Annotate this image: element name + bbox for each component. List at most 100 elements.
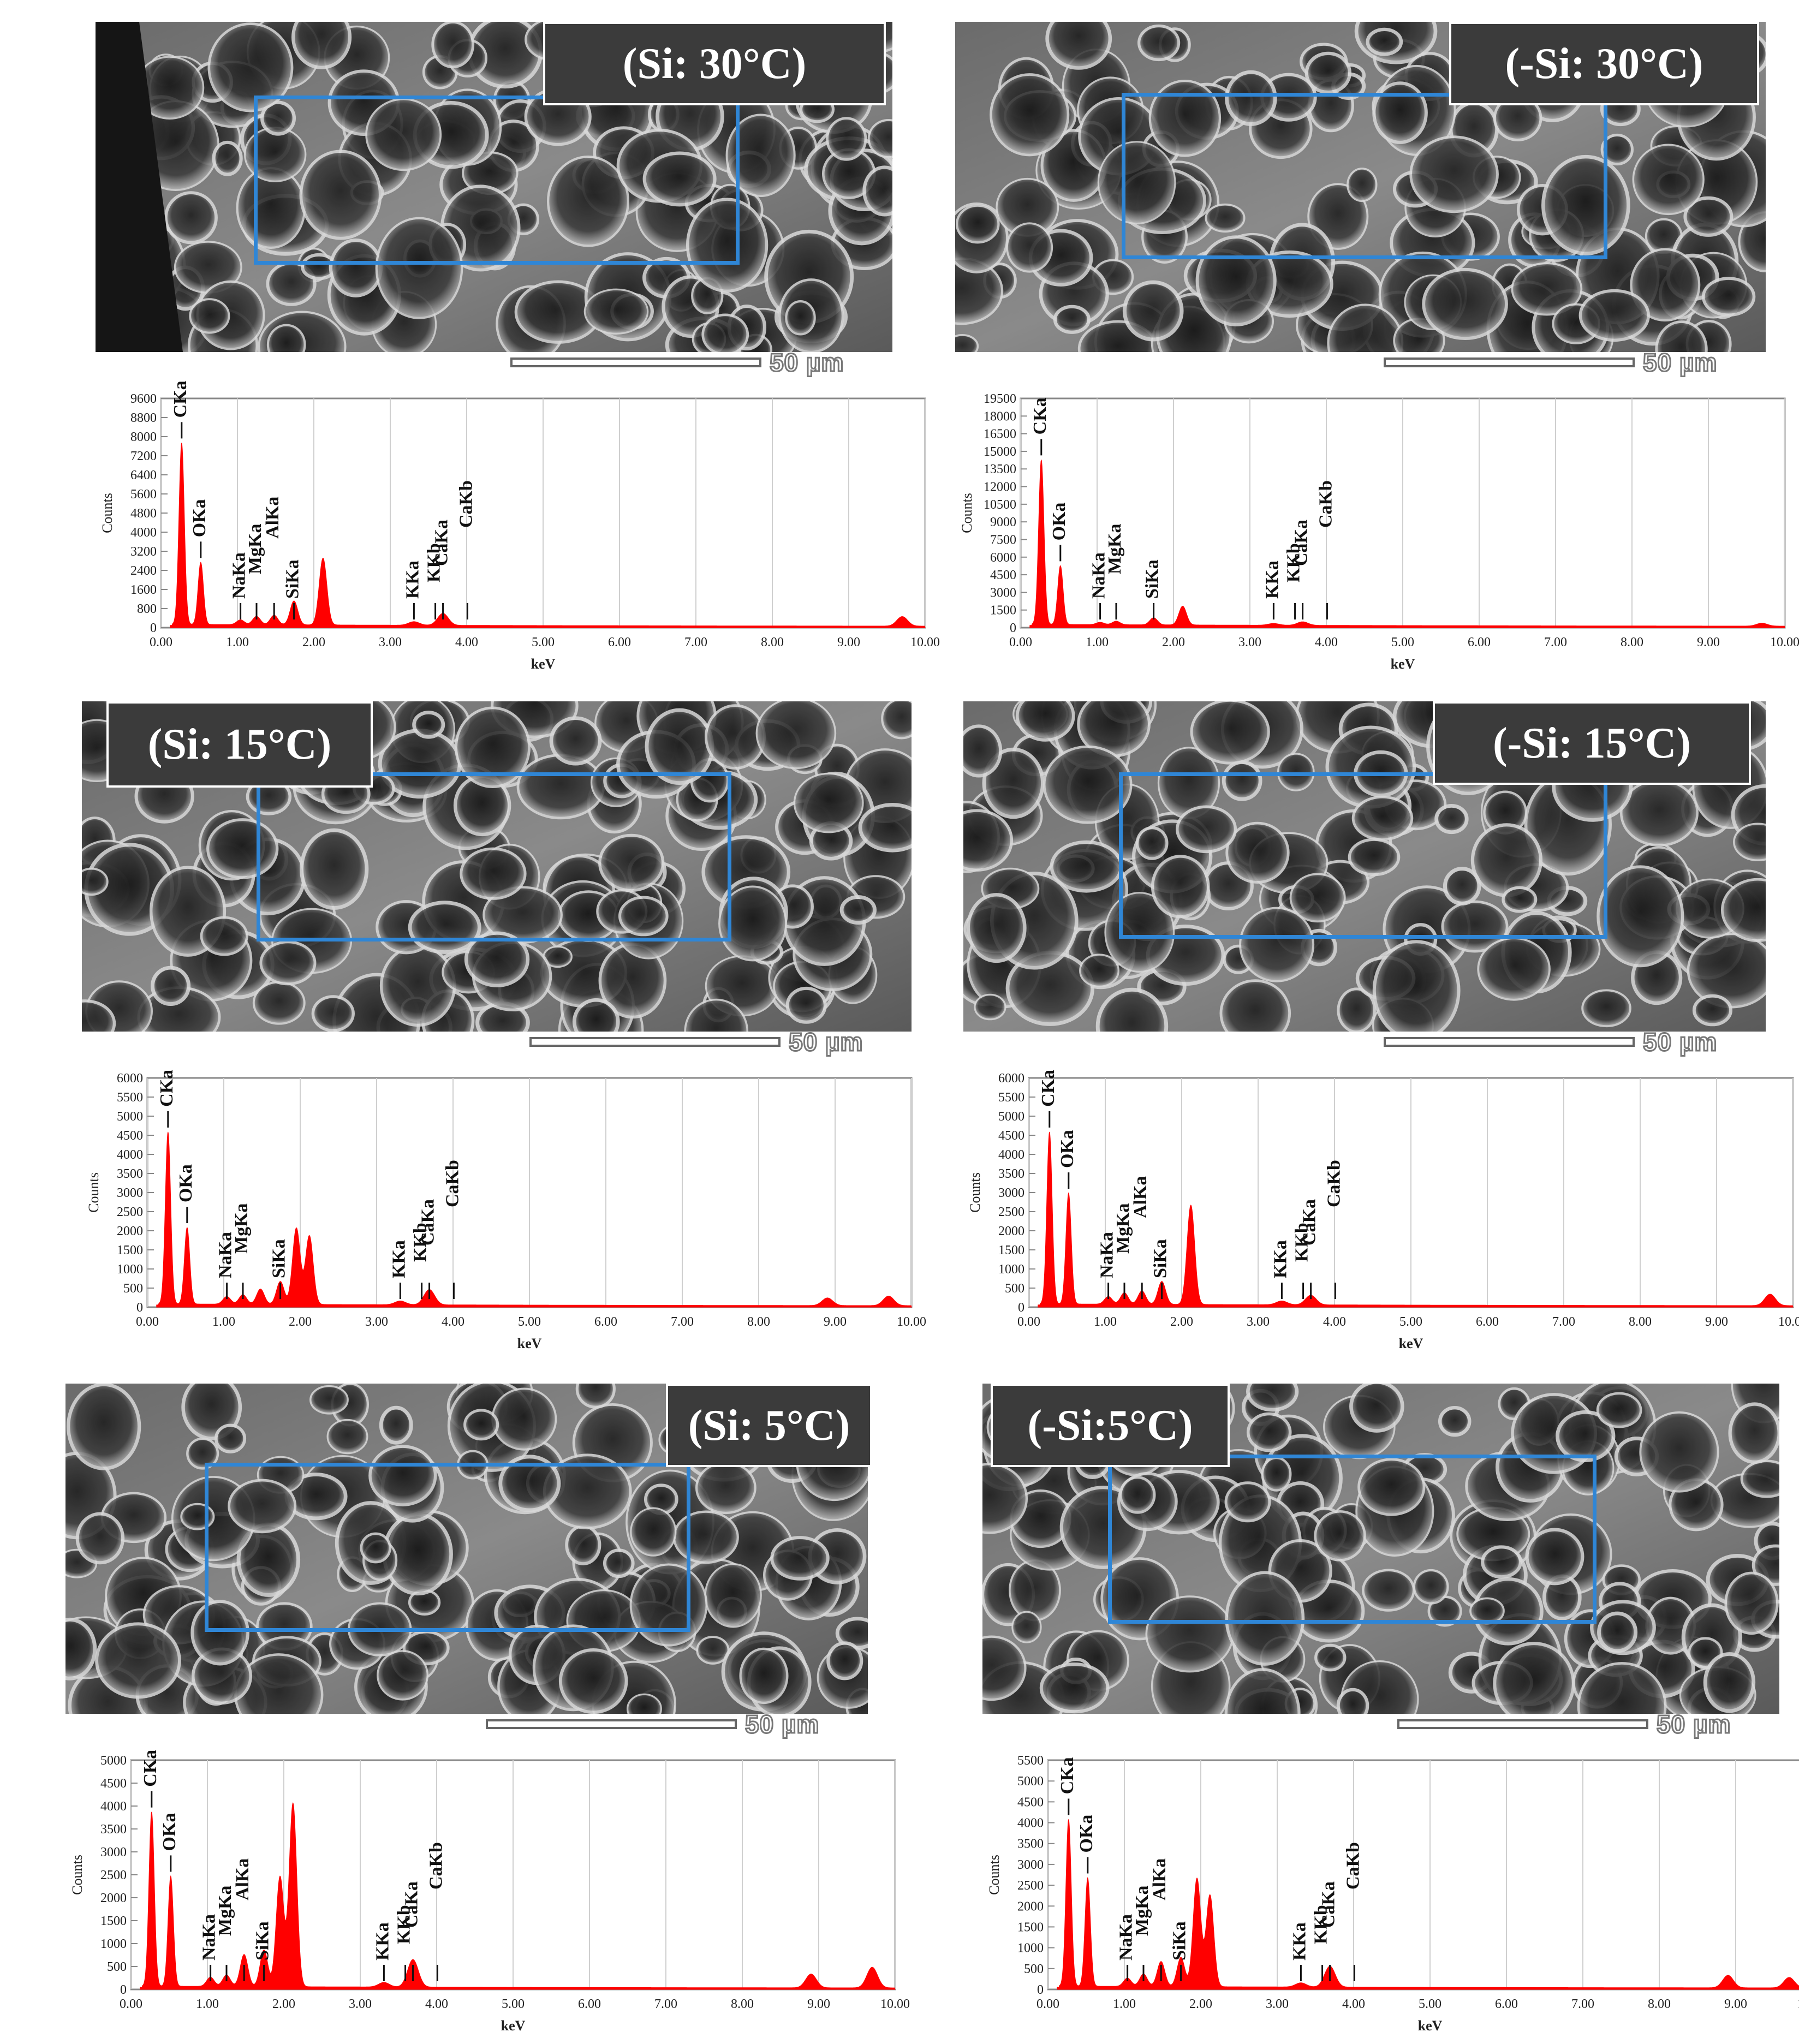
x-tick-label: 0.00 [1036,1997,1059,2011]
y-tick-label: 6000 [990,551,1016,565]
peak-label: KKa [372,1922,392,1960]
y-tick-label: 0 [136,1301,143,1315]
x-tick-label: 4.00 [455,635,478,649]
peak-label: KKa [389,1240,409,1278]
peak-label: CaKb [1324,1160,1344,1207]
x-tick-label: 5.00 [518,1315,541,1329]
x-tick-label: 7.00 [654,1997,677,2011]
x-tick-label: 9.00 [824,1315,847,1329]
peak-label: OKa [159,1813,180,1851]
x-tick-label: 10.00 [1770,635,1799,649]
y-tick-label: 16500 [984,427,1016,442]
y-tick-label: 3000 [100,1845,127,1860]
x-tick-label: 4.00 [1323,1315,1346,1329]
spectrum-trace [1029,460,1785,628]
scale-bar-label: 50 µm [1642,1027,1718,1057]
y-tick-label: 2500 [100,1868,127,1882]
peak-label: OKa [189,499,210,537]
x-tick-label: 1.00 [196,1997,219,2011]
eds-spectrum: 0.00 1.00 2.00 3.00 4.00 5.00 6.00 7.00 8.00 9.00… [69,1750,910,2034]
peak-label: KKa [402,561,422,599]
peak-label: KKa [1262,561,1282,599]
y-tick-label: 4500 [998,1129,1024,1143]
x-tick-label: 8.00 [747,1315,770,1329]
x-tick-label: 7.00 [671,1315,694,1329]
y-tick-label: 2400 [130,564,157,578]
x-tick-label: 4.00 [1342,1997,1365,2011]
y-tick-label: 0 [1037,1983,1044,1997]
y-tick-label: 2000 [100,1891,127,1905]
y-tick-label: 10500 [984,498,1016,512]
y-tick-label: 5000 [117,1110,143,1124]
y-tick-label: 5500 [1017,1754,1044,1768]
peak-label: CKa [170,380,190,418]
scale-bar [1384,357,1635,367]
sample-label: (-Si: 15°C) [1433,701,1751,785]
peak-label: CKa [1057,1757,1077,1794]
y-tick-label: 12000 [984,480,1016,494]
scale-bar-label: 50 µm [744,1709,820,1739]
x-tick-label: 6.00 [1476,1315,1499,1329]
peak-label: KKb [1292,1223,1312,1262]
peak-label: CKa [157,1070,177,1107]
y-tick-label: 500 [123,1282,143,1296]
peak-label: CaKa [1300,1199,1320,1246]
peak-label: CaKa [1319,1881,1339,1928]
sample-label: (-Si: 30°C) [1449,22,1759,105]
peak-label: SiKa [1170,1921,1190,1960]
peak-label: CKa [140,1750,160,1787]
x-tick-label: 4.00 [425,1997,448,2011]
x-tick-label: 7.00 [684,635,707,649]
sample-label: (Si: 15°C) [106,701,373,788]
peak-label: OKa [1076,1815,1097,1853]
x-tick-label: 4.00 [1315,635,1338,649]
x-tick-label: 6.00 [1468,635,1491,649]
peak-label: KKb [1284,543,1304,582]
x-tick-label: 9.00 [1705,1315,1728,1329]
y-tick-label: 19500 [984,392,1016,406]
y-tick-label: 4000 [1017,1816,1044,1831]
analysis-region-box [257,772,731,941]
x-tick-label: 6.00 [594,1315,617,1329]
eds-spectrum: 0.00 1.00 2.00 3.00 4.00 5.00 6.00 7.00 8.00 9.00… [986,1754,1799,2034]
peak-label: AlKa [1149,1858,1170,1900]
y-tick-label: 4000 [998,1148,1024,1162]
y-tick-label: 0 [150,621,157,635]
y-tick-label: 2500 [998,1205,1024,1219]
peak-label: NaKa [199,1914,219,1960]
y-tick-label: 1000 [1017,1941,1044,1956]
y-tick-label: 5000 [998,1110,1024,1124]
y-tick-label: 3500 [998,1167,1024,1181]
scale-bar [1397,1719,1648,1729]
y-tick-label: 9000 [990,515,1016,529]
y-tick-label: 4000 [130,526,157,540]
panel-nsi15: (-Si: 15°C) 50 µm 0.00 1.00 2.00 3.00 4.00 5.00… [963,701,1799,1356]
y-tick-label: 7500 [990,533,1016,547]
peak-label: CaKa [432,520,452,566]
y-tick-label: 3000 [998,1186,1024,1200]
y-axis-label: Counts [986,1855,1002,1895]
x-axis-label: keV [1418,2018,1443,2034]
x-axis-label: keV [531,656,556,672]
x-tick-label: 9.00 [1697,635,1720,649]
y-tick-label: 800 [137,602,157,616]
y-tick-label: 3500 [100,1822,127,1837]
x-tick-label: 0.00 [150,635,172,649]
analysis-region-box [1119,772,1607,939]
spectrum-trace [1057,1819,1799,1990]
y-tick-label: 4500 [1017,1795,1044,1809]
x-tick-label: 8.00 [731,1997,754,2011]
peak-label: NaKa [216,1232,236,1278]
x-tick-label: 8.00 [1629,1315,1652,1329]
peak-label: CaKb [1315,480,1336,528]
x-axis-label: keV [517,1336,542,1351]
x-tick-label: 7.00 [1571,1997,1594,2011]
y-tick-label: 3000 [117,1186,143,1200]
peak-label: CKa [1038,1070,1058,1107]
y-tick-label: 3500 [1017,1837,1044,1851]
peak-label: MgKa [245,523,265,574]
peak-label: OKa [1057,1130,1077,1168]
peak-label: CaKb [442,1160,462,1207]
x-tick-label: 3.00 [365,1315,388,1329]
peak-label: CKa [1030,397,1050,434]
